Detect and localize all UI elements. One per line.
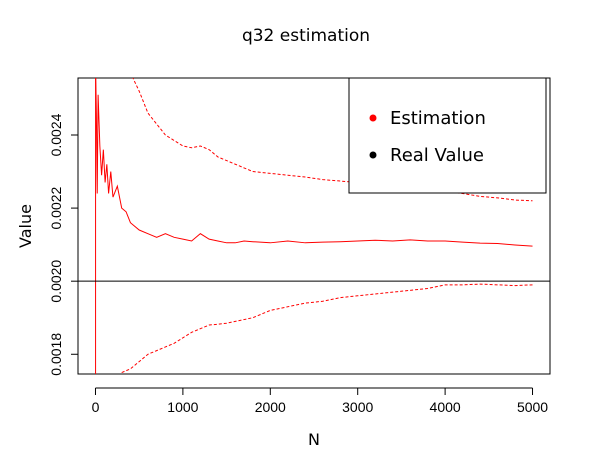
x-tick-label: 2000 xyxy=(255,399,286,415)
legend-real-value-marker xyxy=(369,151,377,159)
legend-real-value-label: Real Value xyxy=(390,145,484,166)
x-tick-label: 1000 xyxy=(167,399,198,415)
y-axis: 0.0018 0.0020 0.0022 0.0024 xyxy=(48,113,79,376)
y-tick-label: 0.0022 xyxy=(48,186,64,229)
legend-estimation-marker xyxy=(369,114,377,122)
chart-title: q32 estimation xyxy=(242,26,370,46)
series-layer xyxy=(95,78,533,374)
x-axis: 0 1000 2000 3000 4000 5000 xyxy=(92,387,548,415)
x-tick-label: 0 xyxy=(92,399,100,415)
x-axis-label: N xyxy=(308,430,320,449)
legend-estimation-label: Estimation xyxy=(390,108,486,129)
y-tick-label: 0.0018 xyxy=(48,333,64,376)
series-line-0 xyxy=(95,78,533,247)
series-line-2 xyxy=(121,283,533,374)
legend: Estimation Real Value xyxy=(348,77,547,194)
x-tick-label: 5000 xyxy=(517,399,548,415)
y-tick-label: 0.0020 xyxy=(48,260,64,303)
y-tick-label: 0.0024 xyxy=(48,113,64,156)
legend-box xyxy=(348,77,547,194)
y-axis-label: Value xyxy=(16,204,35,248)
x-tick-label: 4000 xyxy=(430,399,461,415)
x-tick-label: 3000 xyxy=(342,399,373,415)
series-line-1 xyxy=(132,78,533,202)
